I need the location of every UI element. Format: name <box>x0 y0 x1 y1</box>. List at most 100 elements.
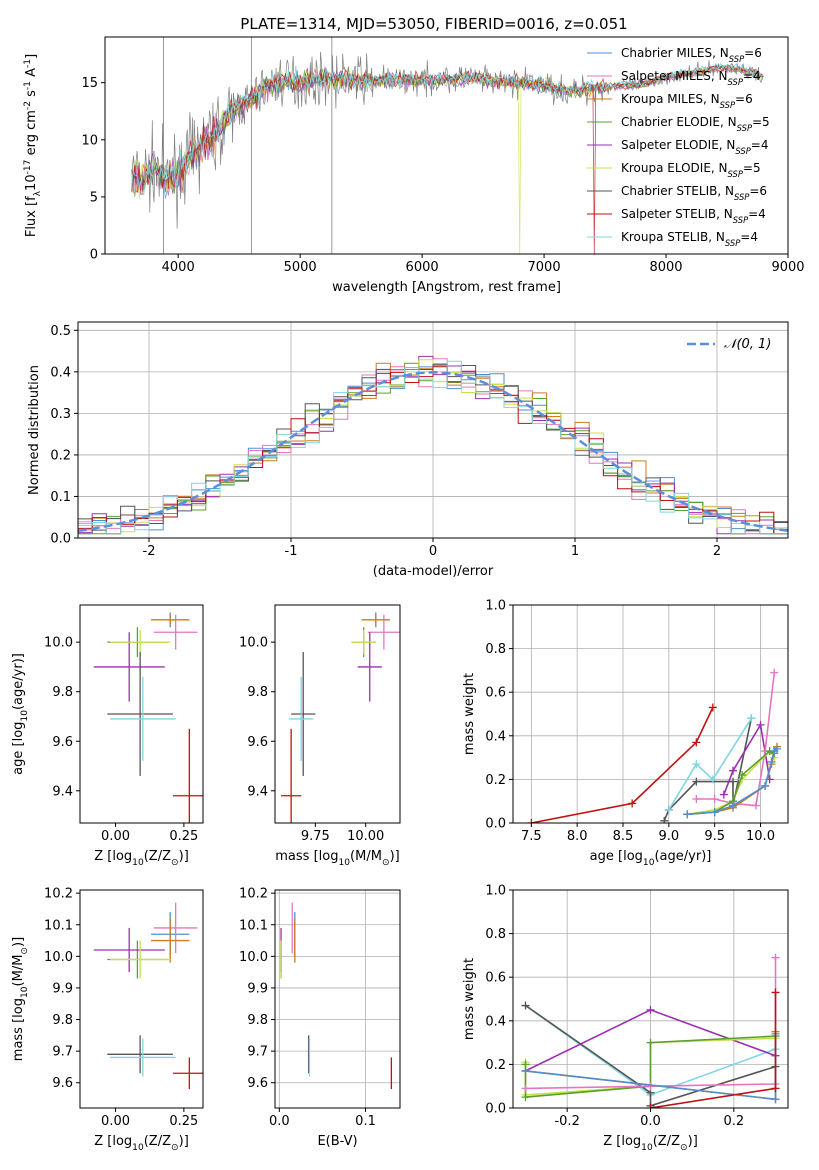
weight-marker <box>738 771 747 780</box>
y-tick-label: 0.8 <box>485 927 506 942</box>
plot-area <box>78 355 788 535</box>
x-axis-label: mass [log10(M/M⊙)] <box>275 849 399 868</box>
y-tick-label: 0.0 <box>50 532 71 547</box>
normal-curve <box>78 371 788 532</box>
axes-frame <box>79 604 204 824</box>
y-tick-label: 0 <box>90 248 98 263</box>
weight-marker <box>646 1005 655 1014</box>
legend-label: Chabrier MILES, NSSP=6 <box>621 46 762 64</box>
x-axis-label: Z [log10(Z/Z⊙)] <box>94 849 189 868</box>
x-tick-label: 0.2 <box>723 1114 744 1129</box>
weight-marker <box>646 1038 655 1047</box>
weight-marker <box>761 781 770 790</box>
weight-marker <box>771 1095 780 1104</box>
model-line-0 <box>131 65 763 199</box>
y-axis-label: mass weight <box>462 958 477 1040</box>
y-tick-label: 0.5 <box>50 324 71 339</box>
x-axis-label: Z [log10(Z/Z⊙)] <box>603 1134 698 1153</box>
model-line-7 <box>131 65 763 254</box>
plots-layer: 4000 5000 6000 7000 8000 9000051015wavelength… <box>11 36 805 1153</box>
y-axis-label: mass weight <box>462 673 477 755</box>
weight-line <box>668 717 752 811</box>
x-tick-label: -1 <box>285 544 298 559</box>
x-tick-label: 8.5 <box>613 829 634 844</box>
weight-marker <box>521 1093 530 1102</box>
weight-line <box>723 722 771 795</box>
y-tick-label: 9.8 <box>52 685 73 700</box>
weight-line <box>687 749 775 816</box>
legend-label: Kroupa MILES, NSSP=6 <box>621 92 753 110</box>
y-tick-label: 0.4 <box>50 365 71 380</box>
y-tick-label: 10.1 <box>44 918 73 933</box>
weight-marker <box>771 1084 780 1093</box>
weight-marker <box>527 819 536 823</box>
plot-area <box>93 612 203 823</box>
axes-age_vs_Z: 0.00 0.25 9.4 9.6 9.8 10.0 Z [log10(Z/Z⊙)] age … <box>11 604 204 868</box>
y-tick-label: 0.3 <box>50 407 71 422</box>
plot-area <box>280 902 393 1090</box>
y-tick-label: 9.4 <box>52 784 73 799</box>
y-tick-label: 10 <box>81 133 98 148</box>
legend-label: Chabrier ELODIE, NSSP=5 <box>621 115 770 133</box>
weight-marker <box>751 801 760 810</box>
plot-area <box>527 668 781 823</box>
weight-marker <box>683 810 692 819</box>
model-line-3 <box>131 64 763 197</box>
y-axis-label: age [log10(age/yr)] <box>11 653 30 775</box>
weight-line <box>663 718 753 822</box>
y-tick-label: 10.2 <box>44 887 73 902</box>
y-tick-label: 10.1 <box>239 918 268 933</box>
y-tick-label: 10.0 <box>239 950 268 965</box>
histogram-8 <box>78 360 788 535</box>
plot-area <box>521 953 780 1108</box>
y-tick-label: 9.7 <box>247 1045 268 1060</box>
x-tick-label: 0.25 <box>169 829 198 844</box>
x-tick-label: 1 <box>571 544 579 559</box>
weight-marker <box>692 760 701 769</box>
y-tick-label: 9.6 <box>247 735 268 750</box>
weight-marker <box>771 988 780 997</box>
x-tick-label: 0.00 <box>101 829 130 844</box>
legend-label: Kroupa ELODIE, NSSP=5 <box>621 161 761 179</box>
weight-marker <box>729 801 737 810</box>
axes-mass_vs_Z: 0.00 0.25 9.6 9.7 9.8 9.9 10.0 10.1 10.2 Z [log10… <box>11 887 204 1153</box>
x-tick-label: 0.1 <box>355 1114 376 1129</box>
y-tick-label: 9.8 <box>52 1013 73 1028</box>
x-axis-label: wavelength [Angstrom, rest frame] <box>332 280 561 295</box>
axes-frame <box>104 36 789 255</box>
weight-marker <box>771 953 780 962</box>
x-tick-label: 0.00 <box>101 1114 130 1129</box>
y-tick-label: 10.2 <box>239 887 268 902</box>
weight-marker <box>664 805 673 814</box>
weight-marker <box>729 766 737 775</box>
x-tick-label: 7000 <box>528 260 561 275</box>
y-tick-label: 0.4 <box>485 1014 506 1029</box>
y-tick-label: 9.6 <box>247 1076 268 1091</box>
normal-legend-label: 𝒩(0, 1) <box>724 337 771 352</box>
legend-label: Chabrier STELIB, NSSP=6 <box>621 184 767 202</box>
weight-marker <box>692 777 701 786</box>
y-tick-label: 9.8 <box>247 1013 268 1028</box>
weight-marker <box>521 1084 530 1093</box>
x-tick-label: 8000 <box>649 260 682 275</box>
axes-frame <box>274 604 401 824</box>
x-tick-label: 0.0 <box>269 1114 290 1129</box>
axes-massweight_vs_Z: -0.2 0.0 0.2 0.0 0.2 0.4 0.6 0.8 1.0 Z [log10(Z/Z… <box>462 884 789 1153</box>
plot-area <box>131 37 764 254</box>
y-tick-label: 1.0 <box>485 599 506 614</box>
y-tick-label: 9.9 <box>247 981 268 996</box>
x-tick-label: 9.5 <box>704 829 725 844</box>
y-tick-label: 5 <box>90 190 98 205</box>
axes-mass_vs_EBV: 0.0 0.1 9.6 9.7 9.8 9.9 10.0 10.1 10.2 E(B-V) <box>239 887 401 1149</box>
y-tick-label: 0.2 <box>50 448 71 463</box>
legend-label: Kroupa STELIB, NSSP=4 <box>621 230 758 248</box>
axes-residuals: -2 -1 0 1 2 0.0 0.1 0.2 0.3 0.4 0.5 (data-model)/er… <box>27 321 789 579</box>
y-tick-label: 0.6 <box>485 686 506 701</box>
weight-marker <box>747 714 756 723</box>
model-line-1 <box>131 66 763 196</box>
y-tick-label: 9.7 <box>52 1045 73 1060</box>
x-tick-label: 0.25 <box>169 1114 198 1129</box>
weight-marker <box>767 757 776 766</box>
figure-title: PLATE=1314, MJD=53050, FIBERID=0016, z=0… <box>240 15 627 33</box>
x-axis-label: age [log10(age/yr)] <box>590 849 712 868</box>
